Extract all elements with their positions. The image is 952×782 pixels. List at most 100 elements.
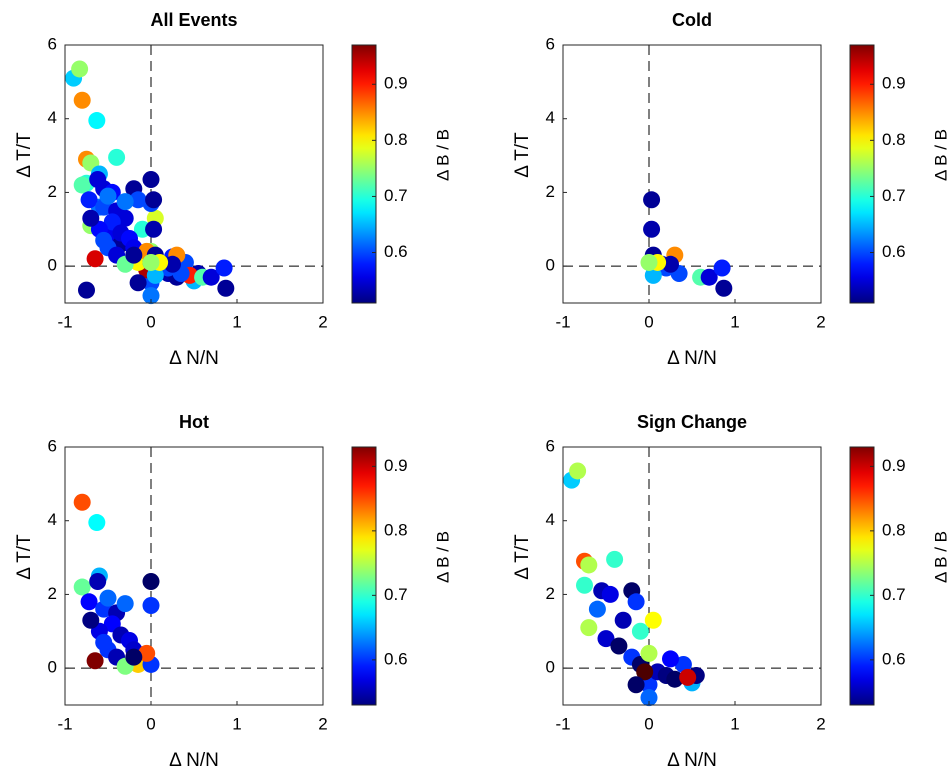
scatter-point xyxy=(640,689,658,707)
scatter-point xyxy=(597,630,615,648)
scatter-point xyxy=(125,648,143,666)
x-tick-label: 0 xyxy=(146,714,155,733)
colorbar-tick-label: 0.6 xyxy=(384,242,408,261)
scatter-point xyxy=(643,191,661,209)
scatter-point xyxy=(142,253,160,271)
scatter-point xyxy=(73,578,91,596)
x-axis-label: Δ N/N xyxy=(667,750,717,771)
y-tick-label: 0 xyxy=(546,658,555,677)
scatter-point xyxy=(614,611,632,629)
y-tick-label: 6 xyxy=(546,436,555,455)
x-tick-label: 0 xyxy=(644,714,653,733)
colorbar-tick-label: 0.6 xyxy=(882,242,906,261)
axes-box xyxy=(64,44,324,304)
colorbar-label: Δ B / B xyxy=(433,531,452,583)
chart-title: All Events xyxy=(150,10,237,30)
axes-box xyxy=(64,446,324,706)
colorbar xyxy=(351,446,377,706)
subplot: -1 0 1 2 0 2 4 6 All Events Δ N/N Δ T/T 0.6 0.7 0.8 0.… xyxy=(14,10,452,369)
axes-box xyxy=(562,446,822,706)
x-tick-label: 2 xyxy=(318,312,327,331)
scatter-point xyxy=(138,644,156,662)
chart-title: Sign Change xyxy=(637,412,747,432)
y-tick-label: 2 xyxy=(546,584,555,603)
x-tick-label: -1 xyxy=(555,714,570,733)
scatter-point xyxy=(88,112,106,130)
scatter-point xyxy=(145,220,163,238)
scatter-point xyxy=(145,191,163,209)
scatter-point xyxy=(610,637,628,655)
colorbar-tick-label: 0.7 xyxy=(384,585,408,604)
scatter-point xyxy=(644,611,662,629)
scatter-point xyxy=(73,176,91,194)
x-tick-label: -1 xyxy=(57,312,72,331)
scatter-point xyxy=(644,266,662,284)
scatter-point xyxy=(662,650,679,668)
scatter-point xyxy=(99,187,117,205)
subplot: -1 0 1 2 0 2 4 6 Hot Δ N/N Δ T/T 0.6 0.7 0.8 0.9 Δ B / … xyxy=(14,412,452,771)
scatter-point xyxy=(631,622,649,640)
plot-area xyxy=(563,447,821,705)
scatter-point xyxy=(715,279,733,297)
y-tick-label: 4 xyxy=(48,510,57,529)
scatter-point xyxy=(700,268,718,286)
scatter-point xyxy=(164,255,181,273)
x-axis-label: Δ N/N xyxy=(169,750,219,771)
scatter-point xyxy=(674,655,692,673)
x-tick-label: 1 xyxy=(730,714,739,733)
scatter-point xyxy=(627,593,645,611)
scatter-point xyxy=(640,644,658,662)
scatter-point xyxy=(588,600,606,618)
y-axis-label: Δ T/T xyxy=(512,132,533,178)
scatter-point xyxy=(71,60,89,78)
scatter-point xyxy=(142,171,160,189)
x-tick-label: -1 xyxy=(57,714,72,733)
subplot: -1 0 1 2 0 2 4 6 Sign Change Δ N/N Δ T/T 0.6 0.7 0.8 0… xyxy=(512,412,950,771)
scatter-point xyxy=(627,676,645,694)
scatter-point xyxy=(86,250,104,268)
colorbar-tick-label: 0.7 xyxy=(384,186,408,205)
y-tick-label: 6 xyxy=(546,34,555,53)
scatter-point xyxy=(142,287,160,305)
plot-area xyxy=(563,45,821,303)
scatter-point xyxy=(73,493,91,511)
x-tick-label: 1 xyxy=(232,714,241,733)
scatter-point xyxy=(662,255,679,273)
scatter-point xyxy=(202,268,220,286)
x-axis-label: Δ N/N xyxy=(169,348,219,369)
colorbar-tick-label: 0.6 xyxy=(882,649,906,668)
scatter-point xyxy=(142,573,160,591)
y-tick-label: 0 xyxy=(48,658,57,677)
plot-area xyxy=(65,45,323,303)
scatter-point xyxy=(215,259,233,277)
scatter-point xyxy=(88,514,106,532)
scatter-point xyxy=(80,191,98,209)
scatter-point xyxy=(116,193,134,211)
y-tick-label: 0 xyxy=(546,256,555,275)
y-axis-label: Δ T/T xyxy=(14,534,35,580)
y-tick-label: 2 xyxy=(48,182,57,201)
x-tick-label: 0 xyxy=(146,312,155,331)
colorbar-label: Δ B / B xyxy=(433,129,452,181)
scatter-point xyxy=(640,253,658,271)
scatter-point xyxy=(217,279,235,297)
colorbar-tick-label: 0.8 xyxy=(882,130,906,149)
scatter-point xyxy=(679,668,697,686)
colorbar-tick-label: 0.9 xyxy=(384,74,408,93)
plot-area xyxy=(65,447,323,705)
scatter-point xyxy=(82,611,100,629)
colorbar-tick-label: 0.8 xyxy=(882,520,906,539)
colorbar-label: Δ B / B xyxy=(931,531,950,583)
colorbar-tick-label: 0.8 xyxy=(384,130,408,149)
y-tick-label: 6 xyxy=(48,436,57,455)
y-tick-label: 4 xyxy=(546,108,555,127)
y-tick-label: 4 xyxy=(546,510,555,529)
scatter-point xyxy=(640,676,658,694)
colorbar-tick-label: 0.9 xyxy=(384,456,408,475)
y-tick-label: 2 xyxy=(546,182,555,201)
scatter-point xyxy=(89,573,107,591)
colorbar-tick-label: 0.9 xyxy=(882,74,906,93)
scatter-point xyxy=(129,191,147,209)
y-tick-label: 4 xyxy=(48,108,57,127)
colorbar xyxy=(849,44,875,304)
